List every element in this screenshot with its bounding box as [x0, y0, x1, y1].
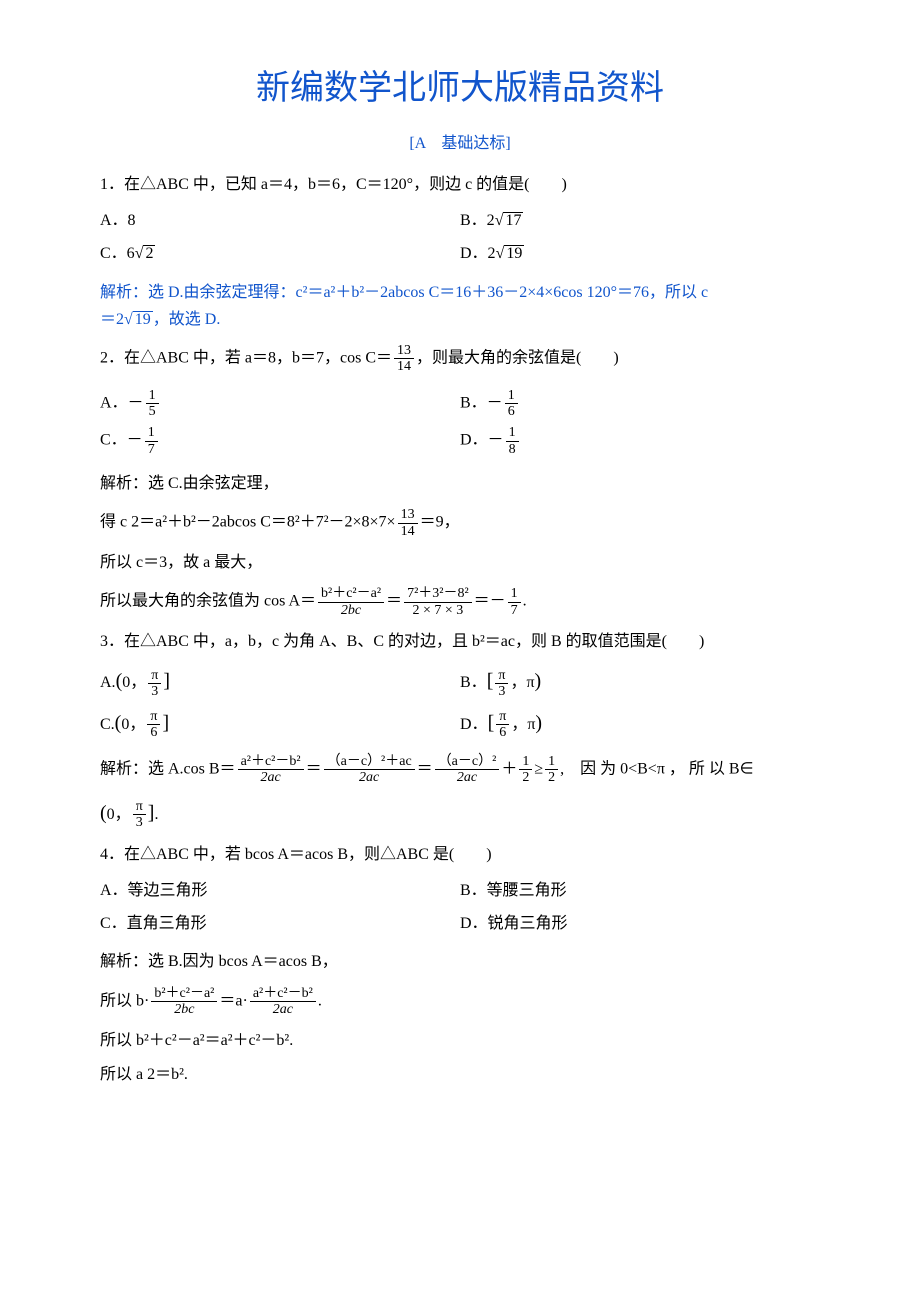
q2-options: A．－15 B．－16 C．－17 D．－18: [100, 385, 820, 461]
q2-opt-c: C．－17: [100, 422, 460, 460]
q3-opt-d: D．[π6，π): [460, 703, 820, 744]
q1-options: A．8 B．2√17 C．6√2 D．2√19: [100, 204, 820, 270]
q3-text: 3．在△ABC 中，a，b，c 为角 A、B、C 的对边，且 b²＝ac，则 B…: [100, 628, 820, 655]
q3-opt-a: A.(0，π3]: [100, 661, 460, 702]
q2-text: 2．在△ABC 中，若 a＝8，b＝7，cos C＝1314，则最大角的余弦值是…: [100, 343, 820, 375]
q1-opt-c: C．6√2: [100, 237, 460, 270]
q4-opt-c: C．直角三角形: [100, 907, 460, 940]
q4-solution: 解析：选 B.因为 bcos A＝acos B， 所以 b·b²＋c²－a²2b…: [100, 948, 820, 1087]
q3-options: A.(0，π3] B．[π3，π) C.(0，π6] D．[π6，π): [100, 661, 820, 743]
q1-opt-d: D．2√19: [460, 237, 820, 270]
q4-opt-a: A．等边三角形: [100, 874, 460, 907]
q4-options: A．等边三角形 B．等腰三角形 C．直角三角形 D．锐角三角形: [100, 874, 820, 940]
q2-opt-a: A．－15: [100, 385, 460, 423]
section-title: [A 基础达标]: [100, 130, 820, 157]
q1-opt-b: B．2√17: [460, 204, 820, 237]
q4-opt-d: D．锐角三角形: [460, 907, 820, 940]
q2-solution: 解析：选 C.由余弦定理， 得 c 2＝a²＋b²－2abcos C＝8²＋7²…: [100, 470, 820, 618]
q3-solution: 解析：选 A.cos B＝a²＋c²－b²2ac＝（a－c）²＋ac2ac＝（a…: [100, 754, 820, 831]
q4-opt-b: B．等腰三角形: [460, 874, 820, 907]
q1-opt-a: A．8: [100, 204, 460, 237]
main-title: 新编数学北师大版精品资料: [100, 60, 820, 118]
q2-opt-d: D．－18: [460, 422, 820, 460]
q3-opt-b: B．[π3，π): [460, 661, 820, 702]
q4-text: 4．在△ABC 中，若 bcos A＝acos B，则△ABC 是( ): [100, 841, 820, 868]
q3-opt-c: C.(0，π6]: [100, 703, 460, 744]
q1-text: 1．在△ABC 中，已知 a＝4，b＝6，C＝120°，则边 c 的值是( ): [100, 171, 820, 198]
q1-solution: 解析：选 D.由余弦定理得：c²＝a²＋b²－2abcos C＝16＋36－2×…: [100, 279, 820, 333]
q2-opt-b: B．－16: [460, 385, 820, 423]
